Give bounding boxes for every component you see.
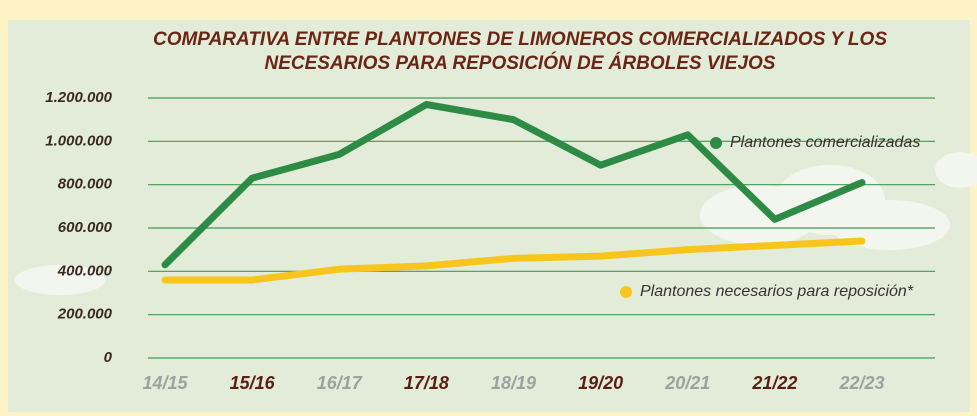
legend-label: Plantones comercializadas	[730, 134, 920, 151]
legend-marker	[710, 137, 722, 149]
x-tick-label: 20/21	[664, 373, 710, 393]
y-tick-label: 200.000	[57, 306, 113, 323]
x-tick-label: 16/17	[317, 373, 363, 393]
legend-marker	[620, 286, 632, 298]
legend-label: Plantones necesarios para reposición*	[640, 283, 914, 300]
y-tick-label: 1.000.000	[45, 132, 112, 149]
chart-title: COMPARATIVA ENTRE PLANTONES DE LIMONEROS…	[153, 29, 887, 50]
y-tick-label: 1.200.000	[45, 89, 112, 106]
x-tick-label: 22/23	[838, 373, 884, 393]
y-tick-label: 600.000	[58, 219, 113, 236]
y-tick-label: 400.000	[57, 262, 113, 279]
x-tick-label: 17/18	[404, 373, 449, 393]
chart: COMPARATIVA ENTRE PLANTONES DE LIMONEROS…	[0, 0, 977, 416]
x-tick-label: 15/16	[230, 373, 276, 393]
x-tick-label: 19/20	[578, 373, 623, 393]
x-tick-label: 14/15	[142, 373, 188, 393]
chart-title: NECESARIOS PARA REPOSICIÓN DE ÁRBOLES VI…	[265, 52, 776, 74]
y-tick-label: 800.000	[58, 176, 113, 193]
x-tick-label: 18/19	[491, 373, 536, 393]
y-tick-label: 0	[104, 349, 113, 366]
x-tick-label: 21/22	[751, 373, 797, 393]
